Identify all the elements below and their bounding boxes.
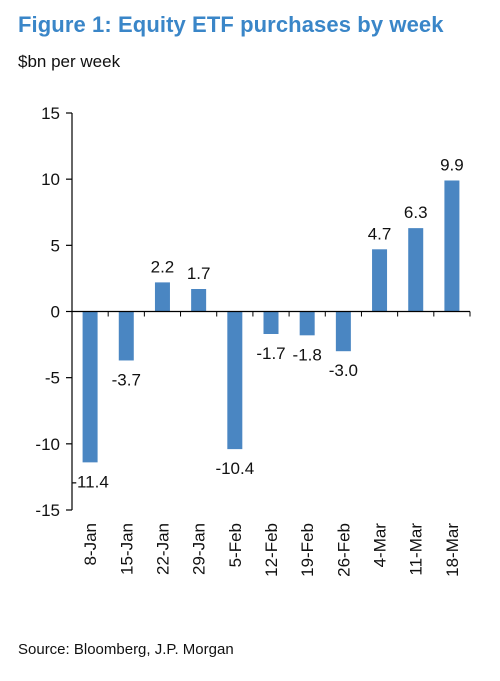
category-label: 15-Jan xyxy=(117,523,136,575)
bar xyxy=(372,249,388,312)
category-label: 19-Feb xyxy=(298,523,317,577)
data-label: -10.4 xyxy=(215,459,254,478)
y-tick-label: 5 xyxy=(51,236,60,255)
y-tick-label: -10 xyxy=(35,435,60,454)
bar xyxy=(191,289,207,312)
category-label: 26-Feb xyxy=(334,523,353,577)
data-label: -1.8 xyxy=(293,345,322,364)
chart-subtitle: $bn per week xyxy=(18,52,121,71)
source-note: Source: Bloomberg, J.P. Morgan xyxy=(18,641,234,658)
bar xyxy=(444,180,460,312)
data-label: -11.4 xyxy=(71,472,109,491)
category-label: 8-Jan xyxy=(81,523,100,566)
bar xyxy=(263,311,279,334)
category-label: 12-Feb xyxy=(262,523,281,577)
bar xyxy=(227,311,243,450)
category-label: 22-Jan xyxy=(153,523,172,575)
data-label: 6.3 xyxy=(404,203,428,222)
y-tick-label: -5 xyxy=(45,369,60,388)
y-tick-label: 0 xyxy=(51,303,60,322)
category-label: 5-Feb xyxy=(226,523,245,567)
category-label: 29-Jan xyxy=(190,523,209,575)
data-label: 9.9 xyxy=(440,155,464,174)
bar xyxy=(299,311,315,336)
y-tick-label: -15 xyxy=(35,501,60,520)
bar xyxy=(118,311,134,361)
data-label: 2.2 xyxy=(151,257,175,276)
bar xyxy=(408,228,424,312)
data-label: 4.7 xyxy=(368,224,392,243)
bar xyxy=(335,311,351,352)
category-label: 11-Mar xyxy=(407,523,426,576)
data-label: -1.7 xyxy=(256,344,285,363)
y-tick-label: 15 xyxy=(41,104,60,123)
bar-chart: 15 10 5 0 -5 -10 -15 -11.4 -3.7 2.2 1.7 -10.4 -1.7 -1… xyxy=(35,104,471,577)
bar xyxy=(82,311,98,463)
category-label: 18-Mar xyxy=(443,523,462,577)
category-label: 4-Mar xyxy=(371,523,390,568)
bar xyxy=(154,282,170,312)
data-label: -3.0 xyxy=(329,361,358,380)
y-tick-label: 10 xyxy=(41,170,60,189)
data-label: 1.7 xyxy=(187,264,211,283)
data-label: -3.7 xyxy=(112,370,141,389)
chart-title: Figure 1: Equity ETF purchases by week xyxy=(18,12,444,37)
